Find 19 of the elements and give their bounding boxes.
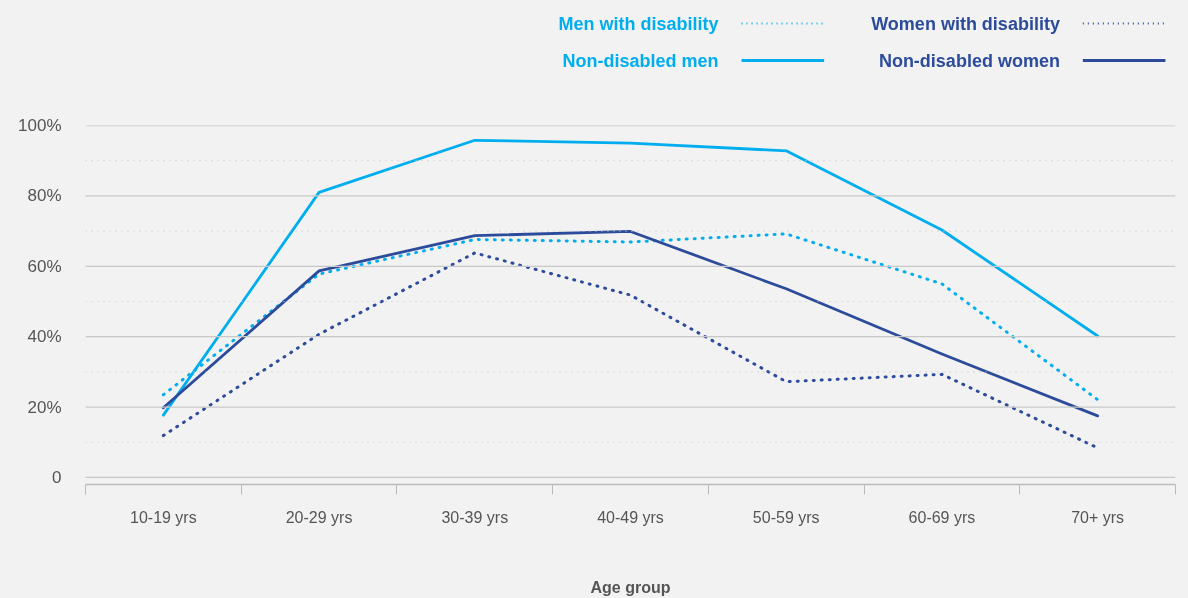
x-tick-label: 10-19 yrs (130, 508, 197, 526)
legend-label: Non-disabled women (878, 50, 1060, 71)
y-tick-label: 80% (27, 186, 62, 206)
x-tick-label: 20-29 yrs (285, 508, 353, 526)
x-axis-title: Age group (590, 578, 671, 596)
x-tick-label: 50-59 yrs (752, 508, 820, 526)
x-tick-label: 60-69 yrs (908, 508, 976, 526)
y-tick-label: 20% (27, 397, 62, 417)
line-series (161, 138, 1100, 417)
y-tick-label: 60% (27, 256, 62, 276)
x-tick-label: 40-49 yrs (597, 508, 664, 526)
y-tick-label: 100% (18, 116, 62, 135)
legend-label: Women with disability (871, 13, 1060, 34)
x-tick-label: 70+ yrs (1071, 508, 1125, 526)
legend-label: Men with disability (558, 13, 719, 34)
legend-label: Non-disabled men (562, 50, 719, 71)
y-tick-label: 0 (52, 467, 62, 487)
y-tick-label: 40% (27, 327, 62, 347)
x-tick-label: 30-39 yrs (441, 508, 509, 526)
